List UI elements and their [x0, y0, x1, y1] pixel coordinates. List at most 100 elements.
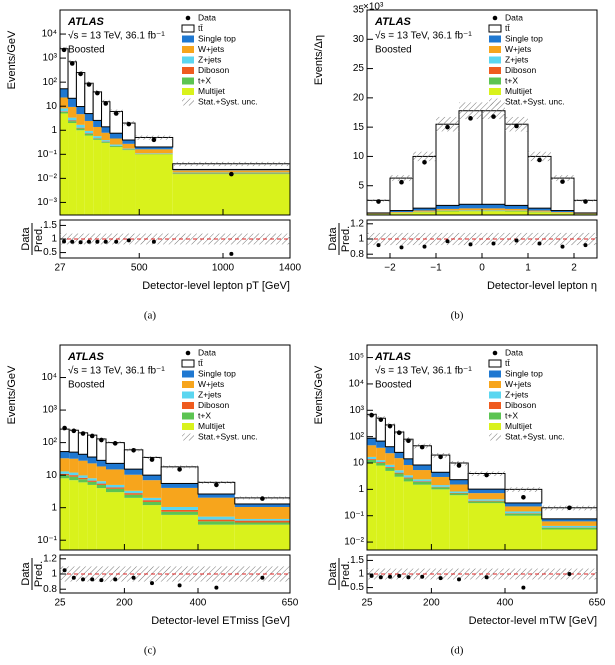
data-point	[438, 454, 443, 460]
legend-label: tt̄	[198, 23, 203, 33]
energy-label: √s = 13 TeV, 36.1 fb⁻¹	[68, 30, 165, 42]
stack-segment	[60, 473, 70, 476]
stack-segment	[124, 474, 143, 491]
stack-segment	[78, 475, 88, 478]
stack-segment	[161, 514, 198, 550]
caption: (b)	[451, 310, 464, 322]
uncertainty-band	[390, 175, 413, 182]
stack-segment	[76, 106, 85, 115]
legend-label: tt̄	[505, 23, 510, 33]
y-tick-label: 10	[46, 470, 58, 481]
caption: (d)	[451, 645, 464, 657]
plot-frame	[59, 344, 291, 551]
stack-segment	[87, 480, 97, 482]
stack-segment	[403, 475, 413, 478]
legend-swatch	[489, 67, 501, 74]
stack-segment	[234, 522, 290, 525]
y-multiplier: ×10³	[363, 2, 384, 13]
legend-label: W+jets	[198, 44, 224, 54]
stack-segment	[87, 457, 97, 464]
stack-segment	[367, 459, 377, 460]
stack-segment	[367, 459, 377, 463]
stack-segment	[541, 529, 597, 550]
legend-label: Z+jets	[198, 54, 221, 64]
stack-segment	[528, 208, 551, 211]
x-tick-label: 400	[497, 598, 514, 609]
stack-segment	[124, 497, 143, 550]
data-point	[61, 47, 67, 53]
ratio-point	[521, 585, 526, 590]
stack-segment	[122, 149, 136, 151]
stack-segment	[413, 479, 432, 482]
data-point	[126, 121, 132, 127]
data-point	[445, 124, 450, 130]
stack-segment	[161, 509, 198, 512]
stack-segment	[96, 488, 106, 550]
stack-segment	[69, 476, 79, 481]
legend-label: Z+jets	[505, 389, 528, 399]
legend-label: W+jets	[198, 379, 224, 389]
legend-swatch	[489, 433, 501, 441]
uncertainty-band	[528, 151, 551, 162]
energy-label: √s = 13 TeV, 36.1 fb⁻¹	[68, 365, 165, 377]
ratio-point	[484, 575, 489, 580]
legend-label: Data	[198, 12, 216, 22]
y-tick-label: 10	[353, 458, 365, 469]
y-axis-label: Events/Δη	[313, 35, 325, 85]
data-point	[560, 179, 565, 184]
stack-segment	[60, 111, 69, 112]
legend-marker	[492, 15, 498, 21]
ratio-point	[378, 575, 383, 580]
ratio-point	[71, 575, 76, 580]
y-tick-label: 5	[358, 180, 364, 191]
stack-segment	[142, 480, 162, 498]
stack-segment	[78, 477, 88, 480]
stack-segment	[449, 493, 469, 496]
data-point	[369, 412, 374, 418]
stack-segment	[541, 518, 597, 522]
legend-label: Single top	[198, 368, 236, 378]
y-tick-label: 1	[51, 502, 57, 513]
legend-swatch	[182, 98, 194, 106]
stack-segment	[482, 204, 505, 209]
region-label: Boosted	[375, 380, 412, 391]
legend-label: Stat.+Syst. unc.	[198, 431, 258, 441]
legend-label: t+X	[505, 410, 518, 420]
stack-segment	[449, 484, 469, 492]
legend-swatch	[489, 370, 501, 378]
ratio-point	[514, 238, 519, 243]
ratio-point	[229, 251, 234, 256]
stack-segment	[106, 488, 125, 493]
ratio-point	[420, 574, 425, 579]
x-tick-label: 25	[54, 598, 66, 609]
ratio-point	[567, 572, 572, 576]
stack-segment	[436, 205, 459, 209]
stack-segment	[96, 481, 106, 484]
x-axis-label: Detector-level lepton pT [GeV]	[142, 280, 290, 292]
stack-segment	[376, 462, 386, 466]
stack-segment	[93, 136, 102, 139]
ratio-point	[388, 574, 392, 579]
legend-label: Diboson	[505, 400, 536, 410]
stack-segment	[403, 478, 413, 482]
stack-segment	[385, 467, 395, 471]
stack-segment	[60, 478, 70, 550]
stack-segment	[60, 108, 69, 112]
stack-segment	[106, 492, 125, 550]
stack-segment	[93, 138, 102, 140]
uncertainty-band	[459, 102, 482, 120]
stack-segment	[135, 146, 173, 150]
stack-segment	[394, 476, 404, 550]
stack-segment	[403, 477, 413, 479]
data-point	[78, 71, 83, 77]
x-tick-label: 27	[54, 263, 66, 274]
stack-segment	[376, 460, 386, 463]
stack-segment	[385, 453, 395, 465]
atlas-label: ATLAS	[67, 351, 105, 363]
legend-label: Diboson	[198, 65, 229, 75]
stack-segment	[413, 210, 436, 212]
stack-segment	[68, 121, 77, 124]
stack-segment	[505, 506, 542, 512]
stack-segment	[109, 147, 123, 215]
